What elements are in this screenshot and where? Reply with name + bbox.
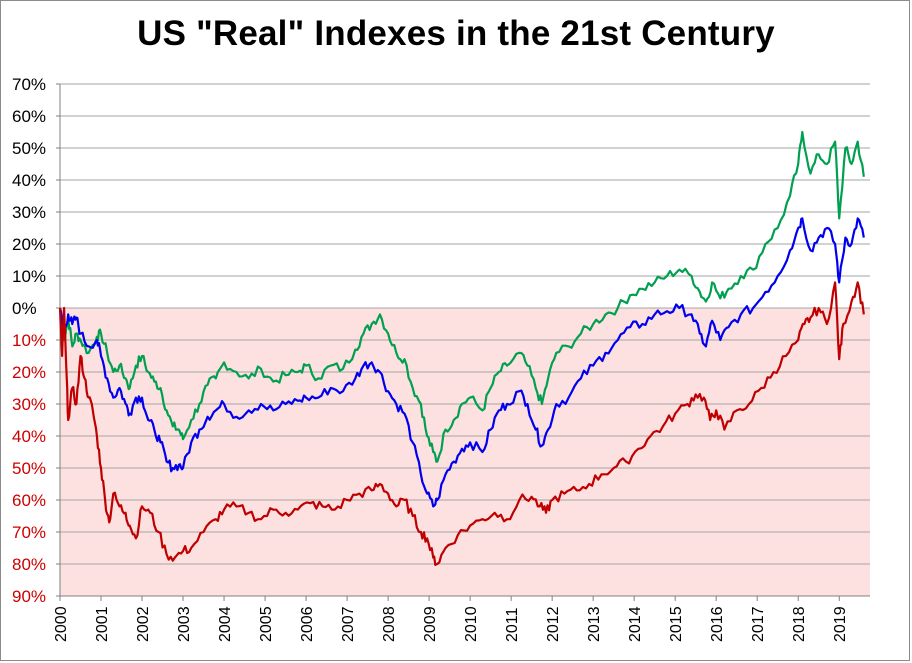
- x-tick-label: 2010: [463, 606, 480, 642]
- y-tick-label: 0%: [12, 299, 37, 318]
- y-tick-label: 60%: [12, 107, 46, 126]
- chart-title: US "Real" Indexes in the 21st Century: [137, 14, 775, 53]
- x-tick-label: 2013: [586, 606, 603, 642]
- x-tick-label: 2007: [340, 606, 357, 642]
- x-tick-label: 2004: [217, 606, 234, 642]
- x-tick-label: 2016: [709, 606, 726, 642]
- negative-region: [60, 308, 870, 596]
- series-line-0: [58, 130, 865, 463]
- y-tick-label: 80%: [12, 555, 46, 574]
- x-tick-label: 2011: [504, 607, 521, 642]
- y-tick-label: 40%: [12, 171, 46, 190]
- x-tick-label: 2000: [53, 606, 70, 642]
- y-tick-label: 30%: [12, 395, 46, 414]
- x-tick-label: 2006: [299, 606, 316, 642]
- y-tick-label: 10%: [12, 331, 46, 350]
- y-tick-label: 90%: [12, 587, 46, 606]
- x-tick-label: 2012: [545, 606, 562, 642]
- x-tick-label: 2001: [94, 606, 111, 642]
- x-tick-label: 2014: [627, 606, 644, 642]
- y-tick-label: 30%: [12, 203, 46, 222]
- y-tick-label: 50%: [12, 139, 46, 158]
- y-tick-label: 60%: [12, 491, 46, 510]
- y-tick-label: 20%: [12, 235, 46, 254]
- x-tick-label: 2017: [750, 606, 767, 642]
- x-tick-label: 2015: [668, 606, 685, 642]
- x-tick-label: 2009: [422, 606, 439, 642]
- x-tick-label: 2018: [791, 606, 808, 642]
- y-tick-label: 10%: [12, 267, 46, 286]
- x-tick-label: 2003: [176, 606, 193, 642]
- x-tick-label: 2019: [832, 606, 849, 642]
- y-tick-label: 20%: [12, 363, 46, 382]
- y-tick-label: 70%: [12, 523, 46, 542]
- x-tick-label: 2002: [135, 606, 152, 642]
- x-tick-label: 2005: [258, 606, 275, 642]
- y-tick-label: 40%: [12, 427, 46, 446]
- series-line-1: [58, 217, 865, 508]
- y-tick-label: 70%: [12, 75, 46, 94]
- series-line-2: [58, 281, 865, 566]
- y-tick-label: 50%: [12, 459, 46, 478]
- x-tick-label: 2008: [381, 606, 398, 642]
